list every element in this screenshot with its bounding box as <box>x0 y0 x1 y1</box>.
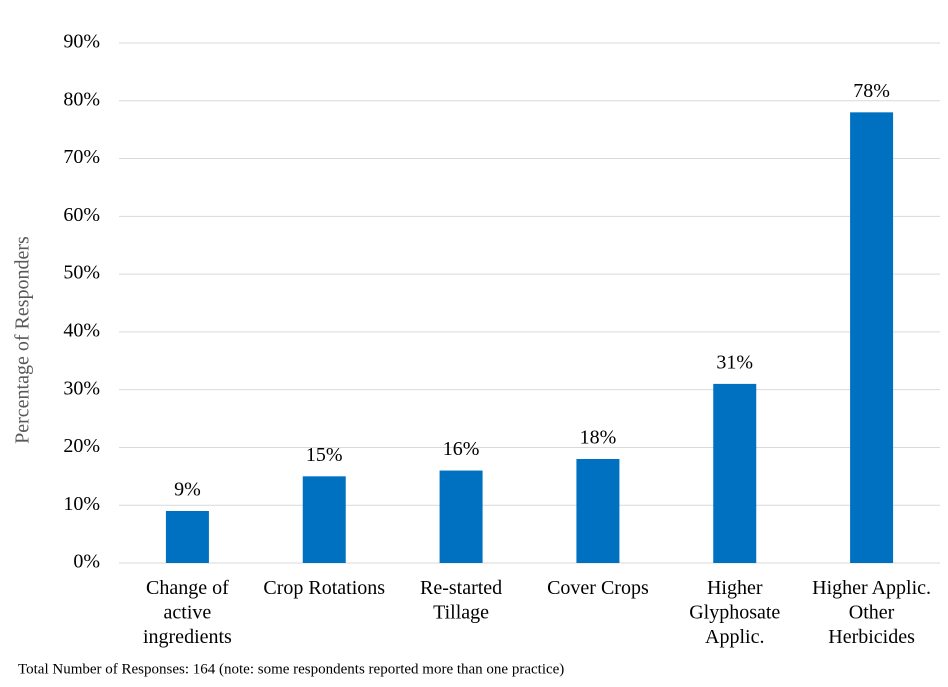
bar <box>576 459 620 563</box>
y-tick-label: 90% <box>63 31 100 53</box>
bar <box>302 476 346 563</box>
x-tick-label: Higher Applic. Other Herbicides <box>812 577 931 648</box>
data-label: 31% <box>716 351 753 373</box>
x-tick-label: Re-started Tillage <box>420 577 502 624</box>
bar <box>165 511 209 563</box>
x-tick-label: Cover Crops <box>547 577 649 599</box>
y-tick-label: 10% <box>63 493 100 515</box>
bar <box>850 112 894 563</box>
y-tick-label: 50% <box>63 262 100 284</box>
y-tick-label: 0% <box>73 551 100 573</box>
y-tick-label: 60% <box>63 204 100 226</box>
y-tick-label: 30% <box>63 377 100 399</box>
x-tick-label: Higher Glyphosate Applic. <box>689 577 780 648</box>
footnote: Total Number of Responses: 164 (note: so… <box>18 661 564 677</box>
bar <box>439 470 483 563</box>
x-tick-label: Change of active ingredients <box>143 577 232 648</box>
data-label: 78% <box>853 80 890 102</box>
y-tick-label: 20% <box>63 435 100 457</box>
x-tick-label: Crop Rotations <box>263 577 385 599</box>
data-label: 16% <box>443 438 480 460</box>
y-tick-label: 40% <box>63 319 100 341</box>
data-label: 9% <box>174 479 201 501</box>
data-label: 15% <box>306 444 343 466</box>
y-tick-label: 70% <box>63 146 100 168</box>
y-tick-label: 80% <box>63 88 100 110</box>
data-label: 18% <box>580 427 617 449</box>
bar <box>713 383 757 563</box>
y-axis-label: Percentage of Responders <box>12 236 34 444</box>
